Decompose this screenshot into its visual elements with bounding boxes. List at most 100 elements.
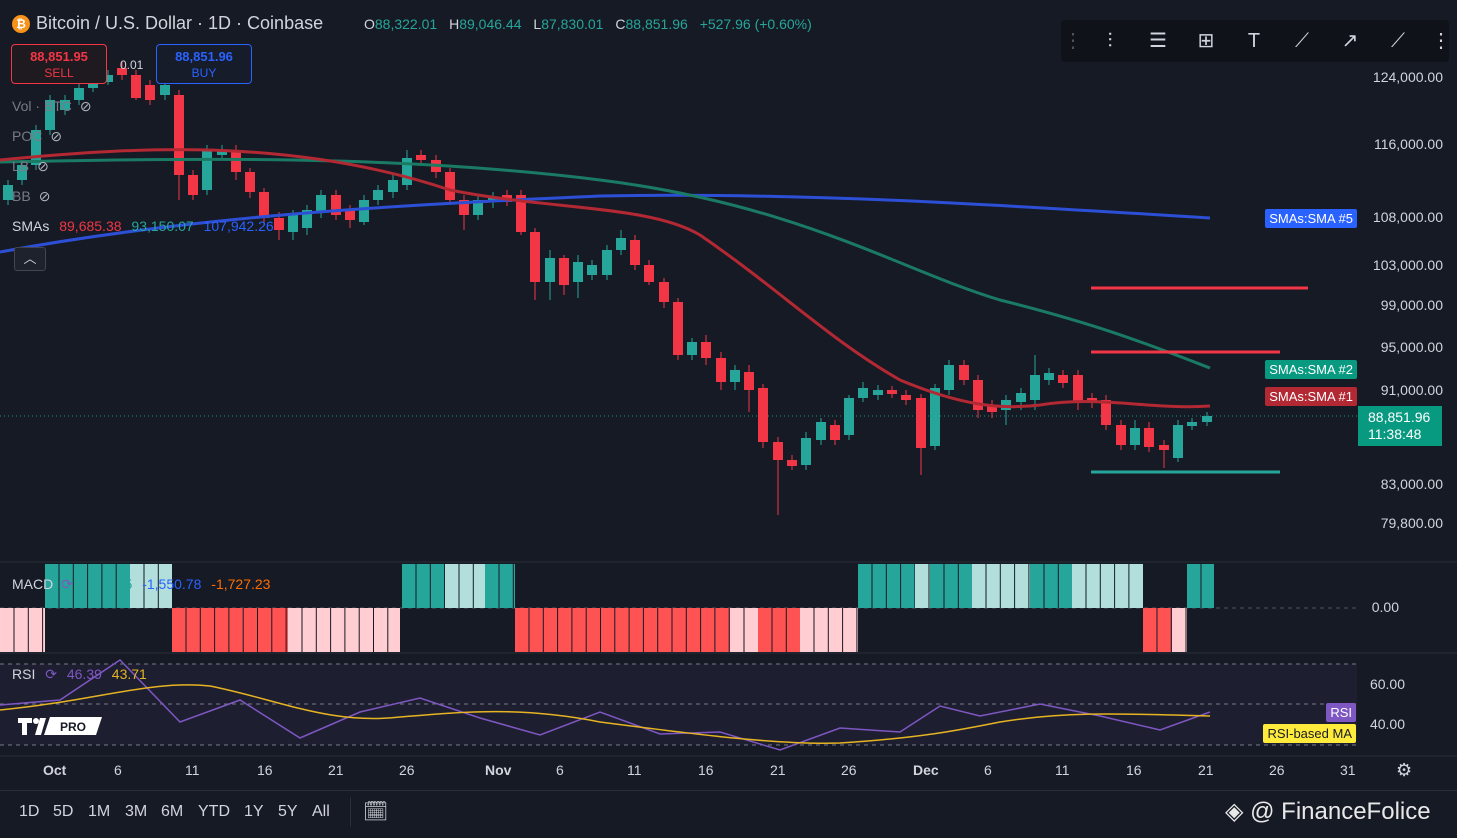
sell-button[interactable]: 88,851.95 SELL (11, 44, 107, 84)
candle-body (3, 185, 13, 200)
chart-settings-icon[interactable]: ⚙ (1396, 760, 1413, 780)
macd-histogram-bar (930, 564, 972, 608)
sma-1-line (0, 148, 1211, 409)
candle-body (1173, 425, 1183, 458)
candle-body (858, 388, 868, 398)
eye-hidden-icon[interactable]: ⊘ (37, 158, 49, 174)
x-axis-label: 21 (328, 762, 344, 778)
x-axis-label: 11 (1055, 762, 1070, 778)
price-label: 103,000.00 (1372, 257, 1443, 273)
candle-body (160, 85, 170, 95)
macd-histogram-bar (445, 564, 485, 608)
range-3m[interactable]: 3M (125, 803, 148, 820)
range-1d[interactable]: 1D (19, 803, 40, 820)
range-ytd[interactable]: YTD (198, 803, 230, 820)
more-icon[interactable]: ⋮ (1431, 30, 1451, 52)
candle-body (659, 282, 669, 302)
arrow-icon[interactable]: ↗ (1341, 30, 1359, 52)
trend-lines-icon[interactable]: ⫶ (1107, 30, 1113, 52)
drag-handle-icon[interactable]: ⋮ (1063, 30, 1083, 52)
price-label: 116,000.00 (1373, 136, 1443, 152)
x-axis-label: 21 (1198, 762, 1214, 778)
price-label: 79,800.00 (1380, 515, 1443, 531)
high-value: 89,046.44 (459, 16, 522, 32)
sell-label: SELL (44, 66, 74, 80)
range-1y[interactable]: 1Y (244, 803, 264, 820)
chevron-up-icon: ︿ (23, 251, 37, 266)
candle-body (1044, 373, 1054, 380)
candle-body (1101, 400, 1111, 425)
candle-body (245, 172, 255, 192)
patterns-icon[interactable]: ⊞ (1197, 30, 1215, 52)
x-axis-label: 6 (556, 762, 564, 778)
candle-body (1016, 393, 1026, 402)
candle-body (1116, 425, 1126, 445)
collapse-legend-button[interactable]: ︿ (14, 247, 46, 271)
price-label: 124,000.00 (1372, 69, 1443, 85)
eye-hidden-icon[interactable]: ⊘ (50, 128, 63, 144)
range-all[interactable]: All (312, 803, 330, 820)
rsi-level-label: 60.00 (1369, 676, 1405, 692)
candle-body (787, 460, 797, 466)
indicator-poc[interactable]: POC ⊘ (12, 128, 63, 144)
svg-text:PRO: PRO (60, 720, 86, 734)
buy-label: BUY (191, 66, 217, 80)
candle-body (701, 342, 711, 358)
candle-body (17, 165, 27, 180)
bitcoin-icon: ₿ (12, 14, 30, 33)
macd-histogram-bar (130, 564, 172, 608)
macd-value-3: -1,727.23 (211, 576, 271, 592)
candle-body (959, 365, 969, 380)
candle-body (830, 425, 840, 440)
settings-icon[interactable]: ⟳ (61, 576, 73, 592)
x-axis-label: Oct (43, 762, 67, 778)
candle-body (1001, 400, 1011, 410)
sma5-value: 107,942.26 (203, 218, 274, 234)
macd-histogram-bar (758, 608, 800, 652)
open-value: 88,322.01 (374, 16, 438, 32)
candle-body (716, 358, 726, 382)
range-1m[interactable]: 1M (88, 803, 111, 820)
x-axis-label: 16 (698, 762, 714, 778)
fib-icon[interactable]: ☰ (1149, 30, 1167, 52)
buy-button[interactable]: 88,851.96 BUY (156, 44, 252, 84)
calendar-range-icon[interactable]: 🗓 (363, 801, 389, 823)
eye-hidden-icon[interactable]: ⊘ (79, 98, 92, 114)
candle-body (1030, 375, 1040, 400)
current-price: 88,851.96 (1368, 409, 1431, 425)
indicator-lb[interactable]: LB ⊘ (12, 158, 49, 174)
indicator-vol[interactable]: Vol · BTC ⊘ (12, 98, 92, 114)
rsi-legend[interactable]: RSI ⟳ 46.39 43.71 (12, 666, 147, 682)
candle-body (944, 365, 954, 390)
text-icon[interactable]: T (1247, 30, 1261, 52)
candle-body (359, 200, 369, 222)
macd-histogram-bar (0, 608, 45, 652)
range-5d[interactable]: 5D (53, 803, 74, 820)
macd-value-2: -1,550.78 (142, 576, 202, 592)
candle-body (45, 100, 55, 130)
ohlc-readout: O88,322.01 H89,046.44 L87,830.01 C88,851… (364, 16, 812, 32)
range-6m[interactable]: 6M (161, 803, 184, 820)
drawing-toolbar: ⋮ ⫶ ☰ ⊞ T ⟋ ↗ ⟋ ⋮ (1061, 20, 1451, 62)
rsi-ma-value: 43.71 (111, 666, 147, 682)
candle-body (1087, 398, 1097, 402)
settings-icon[interactable]: ⟳ (45, 666, 57, 682)
candle-body (473, 200, 483, 215)
brush-icon[interactable]: ⟋ (1295, 30, 1309, 52)
sell-price: 88,851.95 (30, 49, 88, 64)
range-5y[interactable]: 5Y (278, 803, 298, 820)
candle-body (602, 250, 612, 275)
rsi-ma-line (0, 684, 1211, 744)
close-value: 88,851.96 (625, 16, 688, 32)
macd-legend[interactable]: MACD ⟳ 15 -1,550.78 -1,727.23 (12, 576, 271, 592)
indicator-bb[interactable]: BB ⊘ (12, 188, 51, 204)
divider (350, 797, 351, 827)
indicator-smas[interactable]: SMAs 89,685.38 93,150.07 107,942.26 (12, 218, 274, 234)
x-axis-label: 6 (114, 762, 122, 778)
line-icon[interactable]: ⟋ (1391, 30, 1405, 52)
price-chart[interactable] (0, 0, 1457, 790)
eye-hidden-icon[interactable]: ⊘ (38, 188, 51, 204)
symbol-title[interactable]: ₿ Bitcoin / U.S. Dollar · 1D · Coinbase (12, 13, 323, 34)
macd-histogram-bar (402, 564, 445, 608)
candle-body (1202, 416, 1212, 422)
